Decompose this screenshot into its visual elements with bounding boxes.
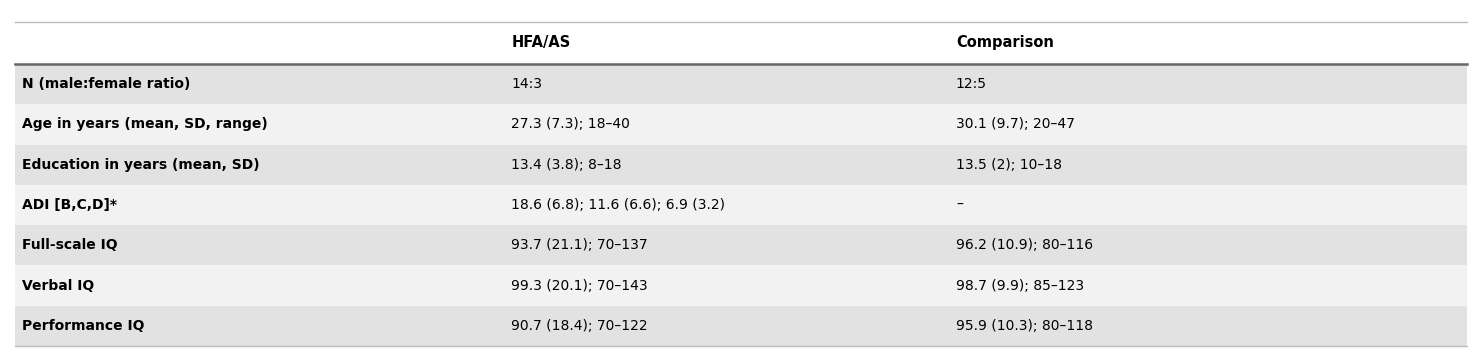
- Text: Verbal IQ: Verbal IQ: [22, 279, 95, 292]
- Bar: [15, 64, 1467, 104]
- Text: HFA/AS: HFA/AS: [511, 35, 571, 51]
- Text: 27.3 (7.3); 18–40: 27.3 (7.3); 18–40: [511, 118, 630, 131]
- Text: 13.5 (2); 10–18: 13.5 (2); 10–18: [956, 158, 1063, 172]
- Text: 30.1 (9.7); 20–47: 30.1 (9.7); 20–47: [956, 118, 1074, 131]
- Bar: [15, 104, 1467, 144]
- Bar: [15, 225, 1467, 266]
- Text: 93.7 (21.1); 70–137: 93.7 (21.1); 70–137: [511, 238, 648, 252]
- Text: Full-scale IQ: Full-scale IQ: [22, 238, 119, 252]
- Text: ADI [B,C,D]*: ADI [B,C,D]*: [22, 198, 117, 212]
- Text: 14:3: 14:3: [511, 77, 542, 91]
- Text: –: –: [956, 198, 963, 212]
- Bar: [15, 266, 1467, 306]
- Text: 96.2 (10.9); 80–116: 96.2 (10.9); 80–116: [956, 238, 1094, 252]
- Bar: [15, 185, 1467, 225]
- Text: 99.3 (20.1); 70–143: 99.3 (20.1); 70–143: [511, 279, 648, 292]
- Text: 95.9 (10.3); 80–118: 95.9 (10.3); 80–118: [956, 319, 1092, 333]
- Bar: [15, 306, 1467, 346]
- Text: 90.7 (18.4); 70–122: 90.7 (18.4); 70–122: [511, 319, 648, 333]
- Bar: [15, 22, 1467, 64]
- Text: 13.4 (3.8); 8–18: 13.4 (3.8); 8–18: [511, 158, 622, 172]
- Text: Age in years (mean, SD, range): Age in years (mean, SD, range): [22, 118, 268, 131]
- Text: Education in years (mean, SD): Education in years (mean, SD): [22, 158, 259, 172]
- Text: N (male:female ratio): N (male:female ratio): [22, 77, 191, 91]
- Text: Performance IQ: Performance IQ: [22, 319, 145, 333]
- Bar: [15, 144, 1467, 185]
- Text: 18.6 (6.8); 11.6 (6.6); 6.9 (3.2): 18.6 (6.8); 11.6 (6.6); 6.9 (3.2): [511, 198, 725, 212]
- Text: 12:5: 12:5: [956, 77, 987, 91]
- Text: Comparison: Comparison: [956, 35, 1054, 51]
- Text: 98.7 (9.9); 85–123: 98.7 (9.9); 85–123: [956, 279, 1083, 292]
